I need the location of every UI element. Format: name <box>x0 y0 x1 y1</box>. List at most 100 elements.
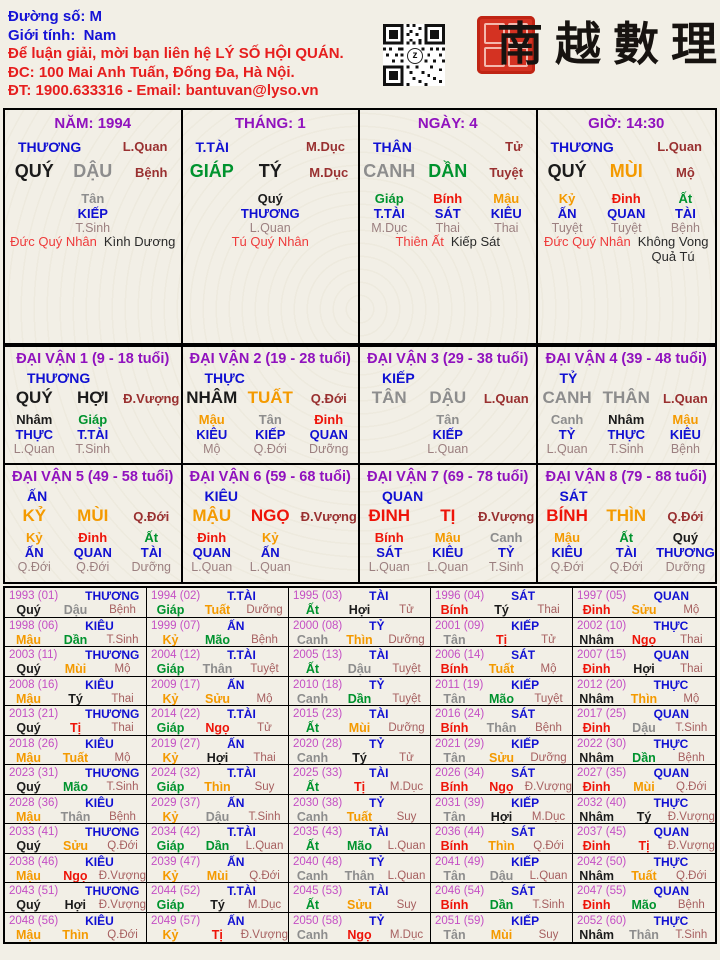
year-chi-label: Dậu <box>632 721 656 735</box>
year-cell-2023: 2023 (31) THƯƠNG Quý Mão T.Sinh <box>5 765 147 795</box>
hidden-star-label: Dưỡng <box>309 442 349 456</box>
year-line2: Giáp Tý M.Dục <box>147 898 288 912</box>
hidden-can-label: Kỷ <box>261 529 279 545</box>
main-canchi-row: CANH THÂN L.Quan <box>538 388 716 408</box>
year-god-label: KIẾP <box>511 618 540 633</box>
year-cell-2041: 2041 (49) KIẾP Tân Dậu L.Quan <box>431 853 573 883</box>
duong-so-line: Đường số: M <box>8 8 344 27</box>
year-line2: Kỷ Mùi Q.Đới <box>147 869 288 883</box>
main-canchi-row: QUÝ HỢI Đ.Vượng <box>5 388 181 408</box>
year-cell-2011: 2011 (19) KIẾP Tân Mão Tuyệt <box>431 676 573 706</box>
year-cell-1999: 1999 (07) ẤN Kỷ Mão Bệnh <box>147 617 289 647</box>
daivan-title: ĐẠI VẬN 4 (39 - 48 tuổi) <box>545 351 707 367</box>
year-star-label: Bệnh <box>109 604 136 616</box>
year-god-label: THỰC <box>653 618 689 633</box>
hidden-god-label: KIÊU <box>551 544 583 560</box>
year-god-label: SÁT <box>511 589 536 603</box>
year-god-label: KIÊU <box>85 677 114 692</box>
year-line1: 2001 (09) KIẾP <box>431 619 572 633</box>
year-line2: Ất Dậu Tuyệt <box>289 662 430 676</box>
hidden-stems-row: Mậu KIÊU Q.Đới Ất TÀI Q.Đới Quý THƯƠNG Dưỡng <box>538 530 716 575</box>
god-label: ẤN <box>27 487 48 504</box>
hidden-star-label: T.Sinh <box>608 442 644 456</box>
year-line1: 2013 (21) THƯƠNG <box>5 707 146 721</box>
year-line1: 2040 (48) TỶ <box>289 855 430 869</box>
year-line2: Giáp Ngọ Tử <box>147 721 288 735</box>
year-can-label: Bính <box>440 721 469 735</box>
year-star-label: Đ.Vượng <box>98 899 146 911</box>
year-god-label: TỶ <box>369 795 385 810</box>
daivan-1: ĐẠI VẬN 1 (9 - 18 tuổi) THƯƠNG QUÝ HỢI Đ.Vượ… <box>5 347 183 465</box>
hidden-star-label: T.Sinh <box>75 221 111 235</box>
year-cell-2039: 2039 (47) ẤN Kỷ Mùi Q.Đới <box>147 853 289 883</box>
hidden-star-label: Q.Đới <box>550 559 584 574</box>
year-god-label: KIÊU <box>85 618 114 633</box>
god-label: KIẾP <box>382 370 415 386</box>
year-god-label: TÀI <box>369 589 389 603</box>
year-god-label: ẤN <box>227 618 245 633</box>
year-chi-label: Thìn <box>630 691 658 706</box>
year-can-label: Kỷ <box>162 809 179 824</box>
hidden-star-label: Tuyệt <box>610 221 642 235</box>
year-line2: Kỷ Mão Bệnh <box>147 633 288 647</box>
can-label: QUÝ <box>15 388 53 407</box>
year-chi-label: Mùi <box>348 721 371 735</box>
year-line2: Đinh Tị Đ.Vượng <box>573 839 715 853</box>
year-can-label: Quý <box>16 898 41 912</box>
year-cell-2022: 2022 (30) THỰC Nhâm Dần Bệnh <box>573 736 715 765</box>
year-number-label: 2027 (35) <box>577 767 627 779</box>
year-god-label: TÀI <box>369 766 389 780</box>
hidden-stems-row: Tân KIẾP L.Quan <box>360 412 536 457</box>
year-number-label: 2012 (20) <box>577 678 627 691</box>
year-can-label: Mậu <box>16 927 41 942</box>
year-can-label: Giáp <box>156 839 185 853</box>
year-line2: Quý Tị Thai <box>5 721 146 735</box>
year-cell-1998: 1998 (06) KIÊU Mậu Dần T.Sinh <box>5 617 147 647</box>
year-chi-label: Tị <box>353 780 366 794</box>
year-can-label: Tân <box>443 809 466 824</box>
year-line2: Nhâm Tuất Q.Đới <box>573 869 715 883</box>
year-cell-2047: 2047 (55) QUAN Đinh Mão Bệnh <box>573 883 715 913</box>
year-chi-label: Dậu <box>205 809 230 824</box>
chi-label: DẬU <box>73 161 113 181</box>
year-god-label: QUAN <box>653 884 690 898</box>
chi-label: TỊ <box>440 505 456 525</box>
year-can-label: Giáp <box>156 721 185 735</box>
hidden-god-label: T.TÀI <box>373 206 405 221</box>
star-label: L.Quan <box>663 391 708 406</box>
year-line1: 2041 (49) KIẾP <box>431 855 572 869</box>
year-god-label: KIÊU <box>85 913 114 928</box>
daivan-table: ĐẠI VẬN 1 (9 - 18 tuổi) THƯƠNG QUÝ HỢI Đ.Vượ… <box>3 345 717 584</box>
hidden-stem-column: Đinh QUAN Tuyệt <box>597 191 656 236</box>
year-chi-label: Dậu <box>347 662 372 676</box>
year-line2: Tân Mùi Suy <box>431 928 572 942</box>
year-number-label: 2043 (51) <box>9 885 59 897</box>
year-number-label: 2047 (55) <box>577 885 627 897</box>
god-label: THƯƠNG <box>27 370 91 386</box>
can-label: CANH <box>542 388 592 407</box>
year-cell-2007: 2007 (15) QUAN Đinh Hợi Thai <box>573 647 715 677</box>
year-cell-2014: 2014 (22) T.TÀI Giáp Ngọ Tử <box>147 706 289 736</box>
year-line1: 2037 (45) QUAN <box>573 825 715 839</box>
person-info: Đường số: M Giới tính: Nam Để luận giải,… <box>8 8 344 101</box>
main-canchi-row: KỶ MÙI Q.Đới <box>5 506 181 526</box>
god-label: QUAN <box>382 487 424 504</box>
hidden-can-label: Ất <box>619 529 634 545</box>
year-line1: 2008 (16) KIÊU <box>5 678 146 692</box>
year-line1: 2046 (54) SÁT <box>431 884 572 898</box>
hidden-god-label: KIÊU <box>432 544 464 560</box>
year-star-label: Mộ <box>683 692 700 705</box>
year-chi-label: Mão <box>205 632 230 647</box>
star-label: Tuyệt <box>489 165 524 180</box>
year-number-label: 2019 (27) <box>151 737 201 750</box>
year-god-label: KIẾP <box>511 677 540 692</box>
chi-label: MÙI <box>609 161 643 181</box>
year-line2: Canh Thìn Dưỡng <box>289 633 430 647</box>
year-line2: Đinh Sửu Mộ <box>573 603 715 617</box>
year-chi-label: Ngọ <box>631 632 657 647</box>
year-god-label: KIÊU <box>85 736 114 751</box>
year-line1: 2052 (60) THỰC <box>573 914 715 928</box>
year-cell-2002: 2002 (10) THỰC Nhâm Ngọ Thai <box>573 618 715 647</box>
hidden-stem-column: Mậu KIÊU Mộ <box>183 412 242 457</box>
year-number-label: 1993 (01) <box>9 590 59 602</box>
